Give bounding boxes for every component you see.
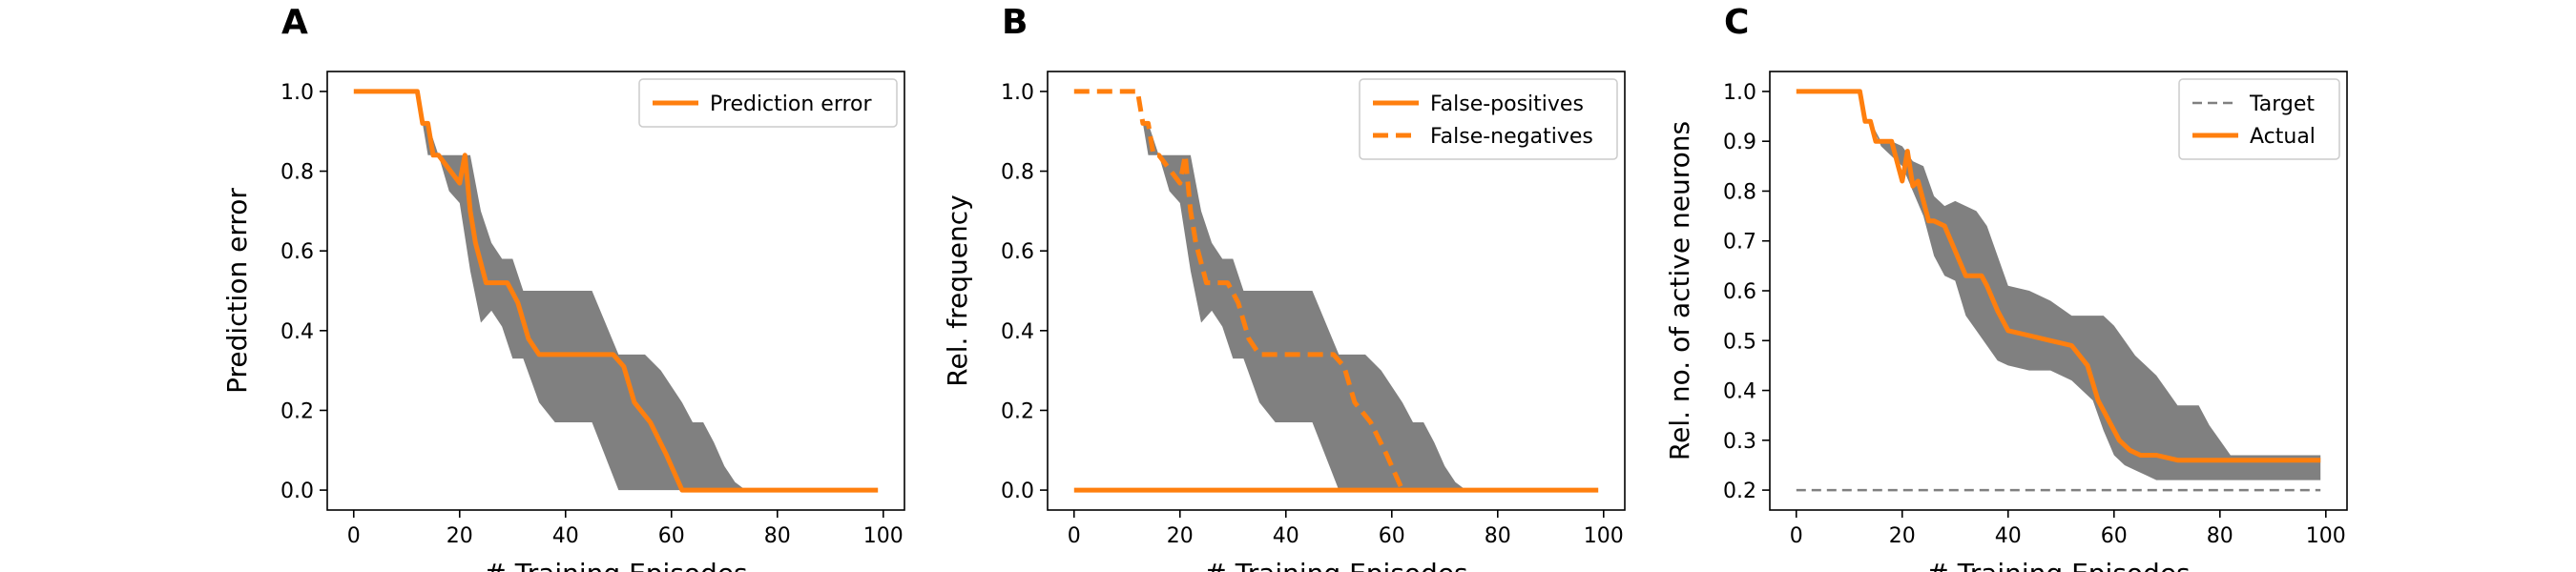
x-tick-label: 80 <box>764 524 791 548</box>
legend-box <box>2178 78 2340 160</box>
y-tick-label: 0.8 <box>1001 161 1034 185</box>
y-tick-label: 0.6 <box>280 240 314 264</box>
y-tick-label: 1.0 <box>1001 81 1034 105</box>
y-tick-label: 1.0 <box>1723 81 1756 105</box>
x-tick-label: 20 <box>1167 524 1194 548</box>
x-tick-label: 0 <box>1068 524 1081 548</box>
x-tick-label: 0 <box>1790 524 1803 548</box>
variance-band <box>1073 91 1599 491</box>
y-tick-label: 1.0 <box>280 81 314 105</box>
y-axis-label: Rel. frequency <box>942 194 973 386</box>
x-tick-label: 40 <box>1995 524 2022 548</box>
x-tick-label: 60 <box>2101 524 2128 548</box>
x-tick-label: 60 <box>1379 524 1405 548</box>
variance-band <box>1796 91 2321 480</box>
y-tick-label: 0.4 <box>1723 380 1756 404</box>
y-tick-label: 0.8 <box>1723 180 1756 204</box>
x-tick-label: 40 <box>1273 524 1299 548</box>
y-tick-label: 0.6 <box>1723 280 1756 304</box>
y-tick-label: 0.4 <box>280 320 314 344</box>
x-tick-label: 80 <box>2207 524 2233 548</box>
series-line-prediction-error <box>353 89 879 493</box>
x-axis-label: # Training Episodes <box>1926 558 2190 572</box>
legend-box <box>1359 78 1618 160</box>
legend: Prediction error <box>638 78 898 128</box>
legend: Target Actual <box>2178 78 2340 160</box>
y-axis-label: Rel. no. of active neurons <box>1664 121 1695 460</box>
legend: False-positives False-negatives <box>1359 78 1618 160</box>
y-tick-label: 0.2 <box>1723 480 1756 503</box>
legend-label: Actual <box>2250 125 2316 149</box>
y-axis-label: Prediction error <box>221 188 253 394</box>
y-tick-label: 0.9 <box>1723 131 1756 154</box>
x-tick-label: 40 <box>552 524 579 548</box>
y-tick-label: 0.0 <box>1001 480 1034 503</box>
panel-c: 0 20 40 60 80 100 0.2 0.3 0.4 0.5 0.6 0.7 0.8 0.9 1.0 #… <box>1664 3 2348 572</box>
axes-frame <box>1047 71 1626 511</box>
legend-box <box>638 78 898 128</box>
y-tick-label: 0.8 <box>280 161 314 185</box>
legend-label: False-positives <box>1430 92 1584 116</box>
legend-label: False-negatives <box>1430 125 1593 149</box>
x-tick-label: 100 <box>1584 524 1624 548</box>
series-line-false-negatives <box>1073 89 1405 492</box>
panel-letter: C <box>1724 3 1749 42</box>
x-tick-label: 100 <box>863 524 904 548</box>
axes-frame <box>326 71 905 511</box>
panel-letter: A <box>281 3 308 42</box>
x-axis-label: # Training Episodes <box>484 558 747 572</box>
y-tick-label: 0.4 <box>1001 320 1034 344</box>
x-tick-label: 80 <box>1485 524 1511 548</box>
y-tick-label: 0.3 <box>1723 430 1756 454</box>
panel-b: 0 20 40 60 80 100 0.0 0.2 0.4 0.6 0.8 1.0 # Training… <box>942 3 1626 572</box>
panel-a: 0 20 40 60 80 100 0.0 0.2 0.4 0.6 0.8 1.0 # Training… <box>221 3 905 572</box>
x-axis-label: # Training Episodes <box>1204 558 1467 572</box>
legend-label: Target <box>2249 92 2315 116</box>
x-tick-label: 100 <box>2306 524 2346 548</box>
variance-band <box>353 91 879 491</box>
x-tick-label: 20 <box>1889 524 1916 548</box>
y-tick-label: 0.2 <box>1001 399 1034 423</box>
x-tick-label: 20 <box>447 524 473 548</box>
y-tick-label: 0.7 <box>1723 231 1756 255</box>
series-line-actual <box>1796 89 2321 463</box>
x-tick-label: 60 <box>658 524 685 548</box>
legend-label: Prediction error <box>710 92 872 116</box>
y-tick-label: 0.2 <box>280 399 314 423</box>
y-tick-label: 0.5 <box>1723 330 1756 354</box>
x-tick-label: 0 <box>347 524 361 548</box>
y-tick-label: 0.0 <box>280 480 314 503</box>
y-tick-label: 0.6 <box>1001 240 1034 264</box>
panel-letter: B <box>1002 3 1028 42</box>
